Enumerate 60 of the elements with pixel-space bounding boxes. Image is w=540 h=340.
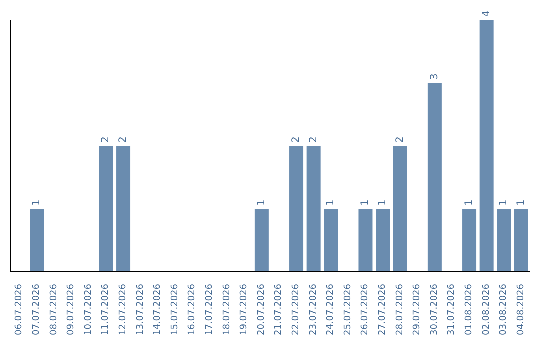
x-tick-label: 17.07.2026	[204, 284, 215, 336]
data-label: 2	[394, 136, 406, 143]
x-tick-label: 03.08.2026	[499, 284, 510, 336]
x-tick-label: 27.07.2026	[378, 284, 388, 336]
x-tick-label: 02.08.2026	[482, 284, 492, 336]
bar	[428, 83, 442, 272]
bar	[99, 146, 114, 272]
x-tick-label: 09.07.2026	[66, 284, 77, 336]
x-tick-label: 24.07.2026	[326, 284, 336, 336]
bar	[254, 209, 269, 272]
x-tick-label: 31.07.2026	[447, 284, 458, 336]
x-tick-label: 23.07.2026	[308, 284, 319, 336]
data-label: 1	[378, 200, 389, 206]
data-label: 1	[498, 200, 510, 206]
x-tick-label: 30.07.2026	[430, 284, 440, 336]
bar	[116, 146, 131, 272]
data-label: 1	[360, 200, 372, 206]
bar	[462, 209, 477, 272]
data-label: 2	[291, 136, 302, 143]
x-tick-label: 22.07.2026	[291, 284, 302, 336]
x-tick-label: 08.07.2026	[49, 284, 60, 336]
bar	[393, 146, 408, 272]
x-tick-label: 04.08.2026	[516, 284, 526, 336]
bar	[324, 209, 338, 272]
x-tick-label: 06.07.2026	[14, 284, 25, 336]
data-label: 1	[326, 200, 337, 206]
x-tick-label: 29.07.2026	[412, 284, 423, 336]
bar	[514, 209, 528, 272]
data-label: 1	[32, 200, 43, 206]
x-tick-label: 10.07.2026	[84, 284, 94, 336]
data-label: 1	[516, 200, 527, 206]
x-tick-label: 15.07.2026	[170, 284, 180, 336]
data-label: 2	[118, 136, 130, 143]
x-tick-label: 26.07.2026	[360, 284, 371, 336]
x-tick-label: 13.07.2026	[136, 284, 146, 336]
bar	[358, 209, 373, 272]
data-label: 3	[429, 74, 440, 80]
x-tick-label: 19.07.2026	[240, 284, 250, 336]
data-label: 1	[464, 200, 476, 206]
x-tick-label: 11.07.2026	[101, 284, 112, 336]
bar	[30, 209, 44, 272]
x-tick-label: 25.07.2026	[343, 284, 354, 336]
x-tick-label: 20.07.2026	[256, 284, 267, 336]
bar	[376, 209, 390, 272]
data-label: 2	[100, 136, 112, 143]
x-tick-label: 16.07.2026	[188, 284, 198, 336]
x-tick-label: 21.07.2026	[274, 284, 284, 336]
x-tick-label: 12.07.2026	[118, 284, 128, 336]
bar	[497, 209, 512, 272]
x-tick-label: 07.07.2026	[32, 284, 42, 336]
bar	[480, 20, 494, 272]
x-tick-label: 01.08.2026	[464, 284, 474, 336]
bar	[290, 146, 304, 272]
x-tick-label: 14.07.2026	[153, 284, 164, 336]
x-tick-label: 28.07.2026	[395, 284, 406, 336]
x-tick-label: 18.07.2026	[222, 284, 232, 336]
bar	[306, 146, 321, 272]
data-label: 1	[256, 200, 268, 206]
data-label: 2	[308, 136, 320, 143]
data-label: 4	[481, 10, 492, 17]
